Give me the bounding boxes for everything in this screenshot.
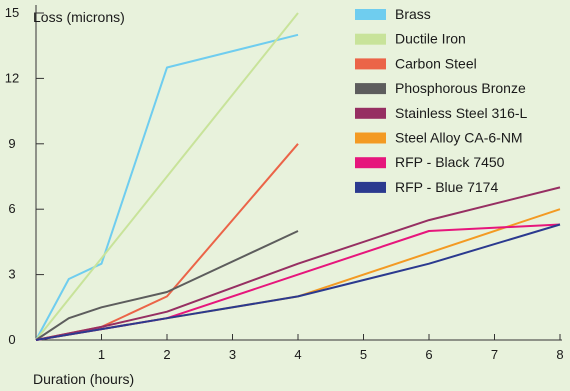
y-tick-label: 0 [8, 332, 15, 347]
x-axis-label: Duration (hours) [33, 371, 134, 387]
x-tick-label: 4 [294, 347, 301, 362]
series-line-7 [35, 223, 561, 341]
x-tick-label: 6 [425, 347, 432, 362]
legend-swatch-1 [355, 33, 386, 45]
legend: Brass Ductile Iron Carbon Steel Phosphorous… [355, 6, 528, 195]
y-axis-label: Loss (microns) [33, 9, 125, 25]
legend-label-2: Carbon Steel [395, 55, 477, 71]
y-tick-label: 12 [5, 70, 19, 85]
series-line-4 [35, 186, 561, 341]
legend-label-0: Brass [395, 6, 431, 22]
legend-swatch-5 [355, 132, 386, 144]
legend-swatch-4 [355, 107, 386, 119]
series-line-1 [35, 12, 299, 341]
x-tick-label: 8 [556, 347, 563, 362]
legend-label-6: RFP - Black 7450 [395, 154, 505, 170]
x-tick-label: 3 [229, 347, 236, 362]
x-tick-label: 7 [491, 347, 498, 362]
legend-swatch-0 [355, 9, 386, 20]
legend-label-3: Phosphorous Bronze [395, 80, 526, 96]
legend-swatch-2 [355, 58, 386, 70]
x-tick-label: 5 [360, 347, 367, 362]
x-tick-label: 2 [163, 347, 170, 362]
legend-swatch-6 [355, 157, 386, 169]
legend-label-1: Ductile Iron [395, 31, 466, 47]
legend-swatch-7 [355, 181, 386, 193]
series-line-0 [35, 33, 299, 341]
y-tick-label: 9 [8, 136, 15, 151]
series-layer [35, 12, 561, 341]
legend-label-5: Steel Alloy CA-6-NM [395, 130, 523, 146]
legend-label-7: RFP - Blue 7174 [395, 179, 498, 195]
y-tick-label: 15 [5, 5, 19, 20]
x-tick-label: 1 [98, 347, 105, 362]
y-tick-label: 3 [8, 267, 15, 282]
series-line-3 [35, 230, 299, 341]
legend-swatch-3 [355, 83, 386, 95]
legend-label-4: Stainless Steel 316-L [395, 105, 528, 121]
y-tick-label: 6 [8, 201, 15, 216]
